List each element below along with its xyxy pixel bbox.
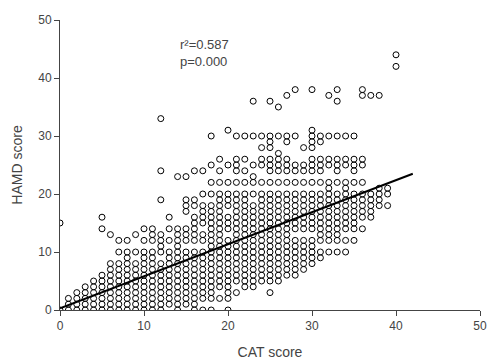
svg-text:50: 50 bbox=[38, 13, 52, 27]
svg-text:CAT score: CAT score bbox=[238, 344, 303, 360]
svg-text:0: 0 bbox=[45, 303, 52, 317]
svg-text:30: 30 bbox=[38, 129, 52, 143]
svg-text:20: 20 bbox=[38, 187, 52, 201]
svg-text:50: 50 bbox=[473, 319, 487, 333]
svg-text:30: 30 bbox=[305, 319, 319, 333]
svg-text:20: 20 bbox=[221, 319, 235, 333]
svg-text:10: 10 bbox=[38, 245, 52, 259]
svg-text:10: 10 bbox=[137, 319, 151, 333]
svg-text:HAMD score: HAMD score bbox=[9, 125, 25, 205]
svg-text:r²=0.587p=0.000: r²=0.587p=0.000 bbox=[180, 37, 229, 69]
svg-text:40: 40 bbox=[38, 71, 52, 85]
svg-text:40: 40 bbox=[389, 319, 403, 333]
svg-text:0: 0 bbox=[57, 319, 64, 333]
